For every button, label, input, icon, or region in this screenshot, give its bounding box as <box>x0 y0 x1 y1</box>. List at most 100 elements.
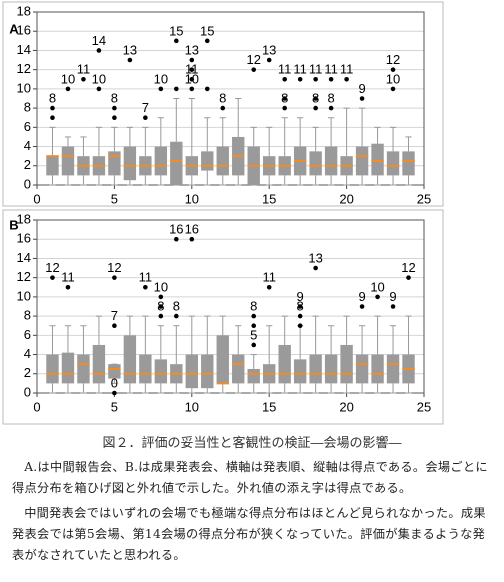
box <box>170 141 183 185</box>
outlier <box>143 115 148 121</box>
outlier <box>251 323 257 329</box>
panel-label: A <box>9 21 19 36</box>
outlier <box>112 275 117 280</box>
box <box>371 354 384 384</box>
x-tick-label: 20 <box>339 191 353 206</box>
y-tick-label: 16 <box>17 23 31 38</box>
outlier <box>158 86 164 92</box>
y-tick-label: 10 <box>17 80 31 95</box>
outlier-label: 13 <box>123 42 137 57</box>
box <box>402 151 415 176</box>
outlier-label: 12 <box>45 260 59 275</box>
outlier-label: 10 <box>61 71 75 86</box>
y-tick-label: 2 <box>24 365 31 380</box>
outlier <box>143 284 148 290</box>
caption: 図２．評価の妥当性と客観性の検証―会場の影響― A.は中間報告会、B.は成果発表… <box>0 432 504 570</box>
outlier <box>297 76 303 82</box>
outlier <box>359 304 365 309</box>
outlier-label: 13 <box>262 42 276 57</box>
plot-frame <box>36 11 425 186</box>
x-tick-label: 5 <box>111 191 118 206</box>
outlier <box>112 115 117 121</box>
outlier <box>251 342 257 348</box>
outlier-label: 12 <box>386 52 400 67</box>
outlier <box>406 275 411 280</box>
x-tick-label: 10 <box>185 191 199 206</box>
box <box>216 146 229 176</box>
y-tick-label: 14 <box>17 250 31 265</box>
outlier-label: 10 <box>154 71 168 86</box>
outlier-label: 15 <box>200 23 214 38</box>
outlier-label: 9 <box>389 289 396 304</box>
outlier-label: 12 <box>107 260 121 275</box>
outlier <box>313 96 318 101</box>
outlier-label: 10 <box>370 279 384 294</box>
outlier <box>375 294 380 300</box>
box <box>46 156 59 176</box>
box <box>201 354 214 389</box>
outlier <box>158 294 164 300</box>
y-tick-label: 4 <box>24 346 31 361</box>
outlier <box>204 38 210 44</box>
outlier-label: 8 <box>173 299 180 314</box>
outlier-label: 8 <box>111 91 118 106</box>
outlier-label: 10 <box>154 279 168 294</box>
outlier <box>359 96 365 101</box>
outlier-label: 0 <box>111 375 118 390</box>
x-tick-label: 0 <box>33 191 40 206</box>
box <box>92 344 106 384</box>
outlier <box>158 304 164 309</box>
box <box>61 352 75 384</box>
outlier <box>297 313 303 319</box>
outlier <box>313 265 318 271</box>
box <box>216 335 229 384</box>
box <box>247 368 260 384</box>
outlier-label: 10 <box>185 71 199 86</box>
outlier-label: 8 <box>49 91 56 106</box>
outlier <box>390 86 396 92</box>
x-tick-label: 5 <box>111 399 118 414</box>
box <box>77 354 90 384</box>
outlier <box>328 105 334 111</box>
box <box>154 146 168 176</box>
y-tick-label: 2 <box>24 157 31 172</box>
box <box>386 354 400 384</box>
outlier-label: 16 <box>185 222 199 237</box>
y-tick-label: 12 <box>17 269 31 284</box>
outlier-label: 8 <box>157 299 164 314</box>
outlier-label: 11 <box>340 62 354 77</box>
box <box>232 354 245 384</box>
outlier <box>50 105 55 111</box>
outlier <box>297 304 303 309</box>
y-tick-label: 16 <box>17 231 31 246</box>
box <box>278 344 291 384</box>
outlier <box>158 313 164 319</box>
outlier-label: 16 <box>169 222 183 237</box>
outlier <box>251 67 257 72</box>
x-tick-label: 15 <box>262 191 276 206</box>
outlier <box>390 304 396 309</box>
y-tick-label: 6 <box>24 327 31 342</box>
y-tick-label: 4 <box>24 138 31 153</box>
outlier-label: 11 <box>61 270 75 285</box>
y-tick-label: 18 <box>17 211 31 226</box>
box <box>46 354 59 384</box>
outlier-label: 15 <box>169 23 183 38</box>
outlier <box>96 48 102 53</box>
outlier-label: 8 <box>328 91 335 106</box>
outlier <box>344 76 349 82</box>
outlier <box>96 86 102 92</box>
outlier-label: 7 <box>142 100 149 115</box>
outlier <box>112 105 117 111</box>
box <box>185 354 198 389</box>
box <box>324 146 338 176</box>
outlier <box>282 105 287 111</box>
outlier <box>282 76 287 82</box>
outlier <box>266 284 272 290</box>
outlier-label: 13 <box>185 42 199 57</box>
y-tick-label: 8 <box>24 308 31 323</box>
outlier-label: 9 <box>358 289 365 304</box>
box <box>355 146 369 176</box>
y-tick-label: 6 <box>24 119 31 134</box>
